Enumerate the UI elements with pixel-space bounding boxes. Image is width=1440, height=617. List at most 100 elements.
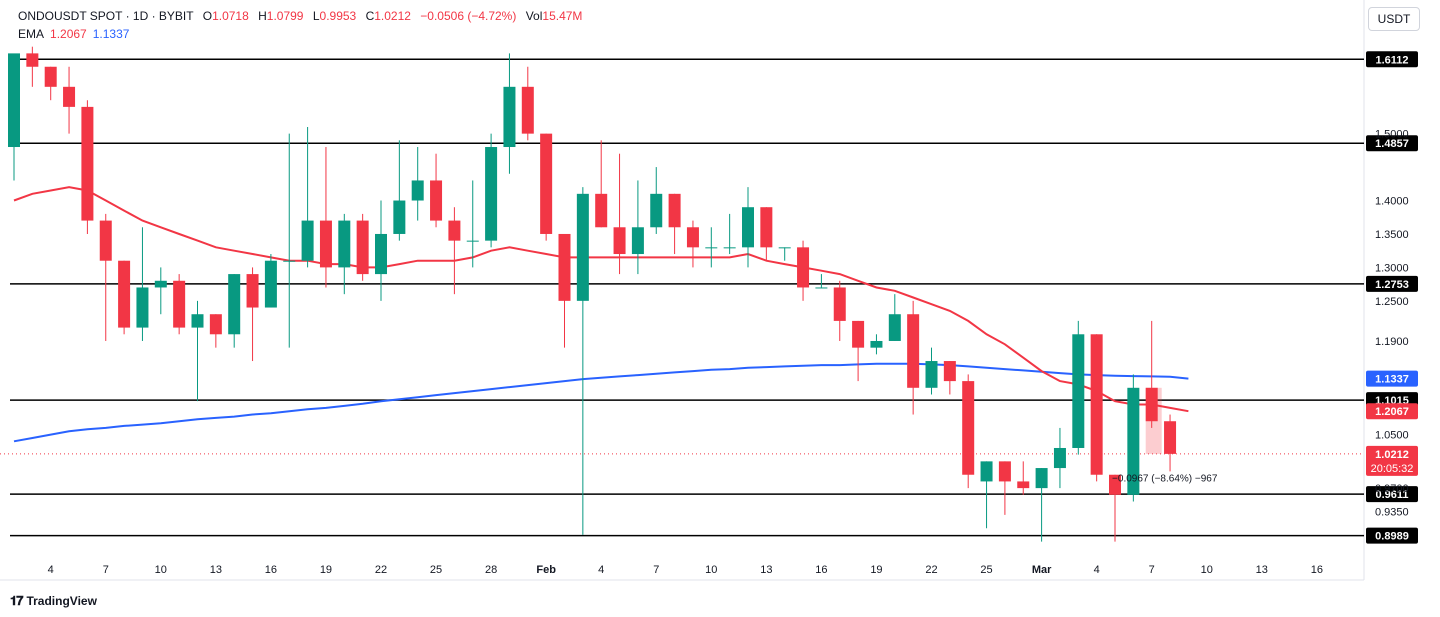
- x-tick-label: 25: [430, 564, 442, 576]
- x-tick-label: 4: [1094, 564, 1100, 576]
- candle: [44, 66, 57, 101]
- x-tick-label: 16: [815, 564, 827, 576]
- candle: [448, 207, 461, 295]
- candle-body: [301, 220, 314, 261]
- open-value: 1.0718: [212, 9, 249, 23]
- candle-body: [558, 233, 571, 301]
- y-tick-label: 1.3000: [1375, 262, 1409, 274]
- candle: [778, 247, 791, 261]
- candle-body: [888, 314, 901, 341]
- candle-body: [778, 247, 791, 249]
- x-tick-label: 28: [485, 564, 497, 576]
- candle-body: [173, 280, 186, 328]
- candle-body: [154, 280, 167, 288]
- candle-body: [521, 86, 534, 134]
- candle-body: [319, 220, 332, 268]
- countdown-label: 20:05:32: [1371, 463, 1414, 475]
- candle-body: [264, 260, 277, 308]
- candle: [246, 267, 259, 362]
- candle: [283, 133, 296, 348]
- x-tick-label: 7: [653, 564, 659, 576]
- candle: [576, 187, 589, 535]
- candle: [1109, 474, 1121, 542]
- x-tick-label: 10: [705, 564, 717, 576]
- candle: [1164, 414, 1177, 472]
- y-tick-label: 1.0500: [1375, 430, 1409, 442]
- ema-slow-axis-label-bg: [1366, 370, 1418, 387]
- close-label: C: [365, 9, 375, 23]
- candle-body: [925, 361, 938, 388]
- close-value: 1.0212: [374, 9, 411, 23]
- candle-body: [870, 340, 883, 348]
- candle: [411, 147, 424, 221]
- candle-body: [1090, 334, 1103, 475]
- low-value: 0.9953: [319, 9, 357, 23]
- candle-body: [448, 220, 461, 241]
- candle-body: [705, 247, 718, 249]
- y-tick-label: 1.2500: [1375, 296, 1409, 308]
- candle: [1035, 468, 1048, 542]
- level-label: 1.2753: [1375, 279, 1409, 291]
- x-tick-label: 19: [320, 564, 332, 576]
- x-tick-label: 7: [103, 564, 109, 576]
- candle-body: [191, 314, 204, 328]
- chart-header: ONDOUSDT SPOT · 1D · BYBIT O1.0718 H1.07…: [18, 9, 582, 23]
- ema-fast-line: [13, 186, 1189, 413]
- candle-body: [26, 53, 39, 67]
- currency-button[interactable]: USDT: [1368, 7, 1420, 31]
- candle: [668, 193, 681, 255]
- level-label: 0.9611: [1375, 489, 1408, 501]
- measure-box: [1145, 387, 1162, 454]
- candle-body: [63, 86, 76, 107]
- candle-body: [375, 233, 387, 275]
- candle: [375, 200, 387, 301]
- candle: [118, 260, 131, 335]
- tv-logo-icon: 𝟏𝟕: [10, 593, 24, 608]
- ema-fast-axis-label-bg: [1366, 403, 1418, 420]
- candle: [962, 374, 975, 489]
- candle: [833, 280, 846, 341]
- candle-body: [1035, 468, 1048, 489]
- tradingview-logo[interactable]: 𝟏𝟕 TradingView: [10, 593, 97, 609]
- x-tick-label: 4: [48, 564, 54, 576]
- candle: [888, 294, 901, 341]
- x-tick-label: Mar: [1032, 564, 1052, 576]
- candle: [613, 153, 626, 275]
- candle: [8, 53, 20, 181]
- level-label-bg: [1366, 51, 1418, 68]
- candle: [1090, 334, 1103, 482]
- candle: [760, 207, 773, 261]
- candle-body: [962, 381, 975, 475]
- candle: [301, 126, 314, 268]
- candle: [154, 267, 167, 315]
- candle: [521, 66, 534, 141]
- candle: [191, 300, 204, 402]
- candle-body: [118, 260, 131, 328]
- level-label-bg: [1366, 486, 1418, 503]
- candle-body: [852, 320, 865, 348]
- symbol-label[interactable]: ONDOUSDT SPOT · 1D · BYBIT: [18, 9, 194, 23]
- candle-body: [485, 147, 498, 241]
- ema-legend[interactable]: EMA 1.2067 1.1337: [18, 27, 129, 41]
- candle: [430, 153, 443, 228]
- candle-body: [466, 240, 479, 242]
- candle-body: [1164, 421, 1177, 454]
- y-tick-label: 1.1900: [1375, 336, 1409, 348]
- candle: [852, 320, 865, 382]
- x-tick-label: 13: [1256, 564, 1268, 576]
- candle-body: [1053, 447, 1066, 469]
- high-value: 1.0799: [266, 9, 304, 23]
- candle: [466, 180, 479, 268]
- candle-body: [1145, 387, 1158, 422]
- candle-body: [576, 193, 589, 301]
- candle: [26, 46, 39, 87]
- candle-body: [723, 247, 736, 249]
- candle: [264, 254, 277, 308]
- candle-body: [338, 220, 351, 268]
- candle: [81, 100, 94, 234]
- candle-body: [668, 193, 681, 228]
- candle: [558, 233, 571, 348]
- candle: [907, 300, 920, 415]
- candle: [485, 133, 498, 248]
